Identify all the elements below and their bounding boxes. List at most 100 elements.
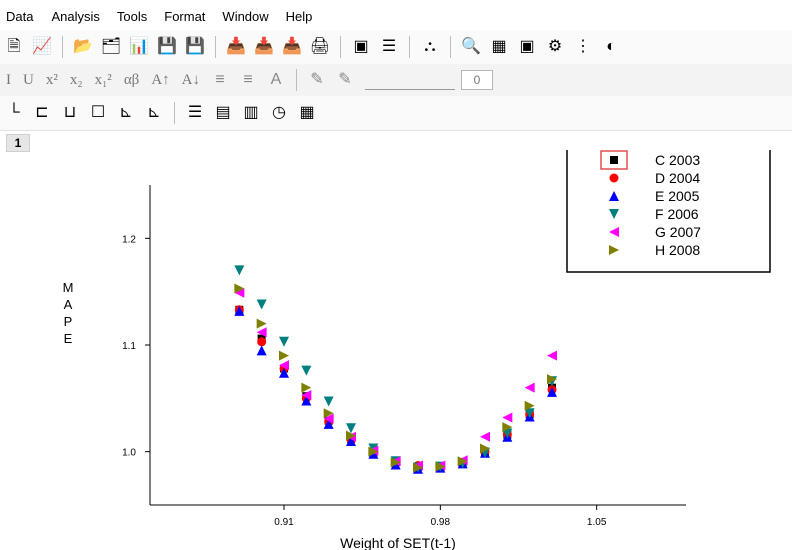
y-tick-label: 1.1: [122, 341, 136, 352]
menu-tools[interactable]: Tools: [116, 8, 148, 24]
clock-icon[interactable]: ◷: [272, 104, 286, 121]
data-point: [502, 422, 513, 433]
import-multiple-icon[interactable]: 📥: [254, 38, 274, 55]
fill-color-icon[interactable]: ✎: [310, 71, 324, 88]
layer-left-icon[interactable]: ⊏: [35, 104, 49, 121]
standard-toolbar: 🗎 📈 📂 🗂 📊 💾 💾 📥 📥 📥 🖨 ▣ ☰ ⛬ 🔍 ▦ ▣ ⚙ ⋮ ◐: [0, 30, 792, 65]
y-axis-label: A: [64, 297, 73, 312]
data-point: [301, 395, 312, 406]
legend-entry: H 2008: [655, 242, 700, 258]
layer-icon[interactable]: ▣: [353, 38, 369, 55]
table-icon[interactable]: ▦: [299, 104, 315, 121]
merge-icon[interactable]: ☰: [381, 38, 397, 55]
plot-setup-icon[interactable]: ▣: [519, 38, 535, 55]
menu-window[interactable]: Window: [222, 8, 269, 24]
save-template-icon[interactable]: 💾: [185, 38, 205, 55]
open-excel-icon[interactable]: 📊: [129, 38, 149, 55]
menu-analysis[interactable]: Analysis: [51, 8, 100, 24]
data-point: [524, 400, 535, 411]
y-axis-label: E: [64, 331, 73, 346]
open-icon[interactable]: 📂: [73, 38, 93, 55]
layer-right-icon[interactable]: ⊔: [63, 104, 77, 121]
new-graph-icon[interactable]: 📈: [32, 38, 52, 55]
increase-font-button[interactable]: A↑: [151, 71, 170, 88]
underline-button[interactable]: U: [23, 71, 34, 88]
data-point: [301, 365, 312, 376]
line-color-icon[interactable]: ✎: [338, 71, 352, 88]
save-icon[interactable]: 💾: [157, 38, 177, 55]
data-point: [279, 336, 289, 347]
legend: [566, 150, 771, 273]
align-icon[interactable]: ≡: [215, 71, 225, 88]
legend-entry: G 2007: [655, 224, 701, 240]
data-point: [547, 386, 557, 397]
data-point: [547, 350, 557, 361]
italic-button[interactable]: I: [6, 71, 11, 88]
supersub-button[interactable]: x₁²: [94, 71, 112, 88]
data-point: [435, 461, 446, 472]
data-point: [524, 382, 535, 393]
data-point: [502, 428, 513, 439]
x-tick-label: 1.05: [587, 517, 607, 528]
subscript-button[interactable]: x₂: [69, 71, 83, 88]
font-color-icon[interactable]: A: [270, 71, 282, 88]
zoom-icon[interactable]: 🔍: [461, 38, 481, 55]
import-wizard-icon[interactable]: 📥: [282, 38, 302, 55]
x-axis-label: Weight of SET(t-1): [340, 535, 456, 550]
legend-marker: [609, 173, 619, 183]
data-display-icon[interactable]: ▦: [491, 38, 507, 55]
data-point: [457, 456, 468, 467]
graph-plot: 0.91 0.98 1.05 1.0 1.1 1.2 Weight of SET(t-1) M…: [63, 150, 771, 550]
greek-button[interactable]: αβ: [123, 71, 140, 88]
screen-reader-icon[interactable]: ▥: [243, 104, 259, 121]
menu-data[interactable]: Data: [6, 8, 34, 24]
toolbar-separator: [62, 36, 63, 58]
data-point: [480, 431, 490, 442]
data-point: [524, 408, 535, 419]
layer-bottom-icon[interactable]: └: [8, 104, 20, 121]
y-axis-label: P: [64, 314, 73, 329]
y-axis-label: M: [63, 280, 74, 295]
legend-entry: E 2005: [655, 188, 700, 204]
menu-format[interactable]: Format: [164, 8, 206, 24]
decrease-font-button[interactable]: A↓: [181, 71, 200, 88]
color-icon[interactable]: ◐: [606, 38, 616, 55]
open-template-icon[interactable]: 🗂: [100, 38, 122, 55]
toolbar-separator: [296, 69, 297, 91]
data-point: [234, 265, 245, 276]
legend-marker: [609, 209, 619, 219]
bullets-icon[interactable]: ≡: [243, 71, 253, 88]
menu-bar: Data Analysis Tools Format Window Help: [0, 0, 792, 30]
settings-icon[interactable]: ⚙: [547, 38, 563, 55]
toolbar-separator: [215, 36, 216, 58]
data-point: [323, 418, 334, 429]
tree-icon[interactable]: ⛬: [424, 38, 436, 55]
add-column-icon[interactable]: ⋮: [575, 38, 591, 55]
data-point: [390, 457, 401, 468]
x-tick-label: 0.91: [274, 517, 294, 528]
data-reader-icon[interactable]: ▤: [215, 104, 231, 121]
menu-help[interactable]: Help: [285, 8, 313, 24]
data-point: [346, 430, 356, 441]
data-point: [257, 337, 267, 347]
layer-axes-icon[interactable]: ⊾: [119, 104, 133, 121]
line-style-dropdown[interactable]: [365, 71, 455, 90]
layer-box-icon[interactable]: ☐: [90, 104, 106, 121]
data-point: [413, 462, 423, 473]
legend-entry: F 2006: [655, 206, 699, 222]
window-number-badge[interactable]: 1: [6, 134, 30, 152]
superscript-button[interactable]: x²: [45, 71, 58, 88]
legend-marker: [609, 191, 619, 201]
layer-arrange-icon[interactable]: ⊾: [147, 104, 161, 121]
print-icon[interactable]: 🖨: [309, 38, 331, 55]
data-point: [279, 360, 289, 371]
y-tick-label: 1.0: [122, 448, 136, 459]
legend-marker: [609, 245, 619, 255]
new-project-icon[interactable]: 🗎: [7, 38, 21, 55]
line-width-input[interactable]: 0: [461, 70, 493, 90]
legend-entry: C 2003: [655, 152, 700, 168]
import-icon[interactable]: 📥: [226, 38, 246, 55]
data-point: [502, 412, 513, 423]
list-icon[interactable]: ☰: [187, 104, 203, 121]
